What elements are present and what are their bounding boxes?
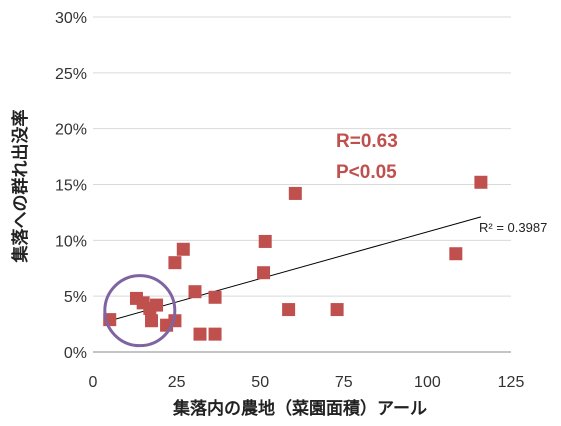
x-tick-labels: 0 25 50 75 100 125 [89,374,525,391]
y-axis-title: 集落への群れ出没率 [10,110,31,264]
x-tick-label: 125 [498,374,525,391]
grid-lines [93,16,511,297]
data-point [193,327,207,341]
data-point [330,303,344,317]
x-tick-label: 25 [168,374,186,391]
data-point [282,303,296,317]
r-squared-label: R² = 0.3987 [479,220,547,235]
data-points [103,175,488,341]
x-tick-label: 75 [335,374,353,391]
x-tick-label: 0 [89,374,98,391]
data-point [257,266,271,280]
correlation-label: R=0.63 [336,131,398,152]
trendline [109,216,482,322]
highlight-circle [103,274,177,348]
y-tick-labels: 0% 5% 10% 15% 20% 25% 30% [55,10,87,362]
data-point [449,247,463,261]
x-axis-title: 集落内の農地（菜園面積）アール [172,398,427,419]
y-tick-label: 5% [64,289,87,306]
data-point [150,298,164,312]
x-tick-label: 100 [414,374,441,391]
y-tick-label: 30% [55,10,87,27]
data-point [288,186,302,200]
y-tick-label: 15% [55,178,87,195]
data-point [474,175,488,189]
data-point [168,256,182,270]
p-value-label: P<0.05 [336,162,397,183]
data-point [258,234,272,248]
data-point [176,242,190,256]
y-tick-label: 25% [55,66,87,83]
data-point [208,290,222,304]
data-point [208,327,222,341]
y-tick-label: 0% [64,345,87,362]
data-point [188,285,202,299]
x-tick-label: 50 [251,374,269,391]
y-tick-label: 10% [55,233,87,250]
y-tick-label: 20% [55,122,87,139]
data-point [145,314,159,328]
